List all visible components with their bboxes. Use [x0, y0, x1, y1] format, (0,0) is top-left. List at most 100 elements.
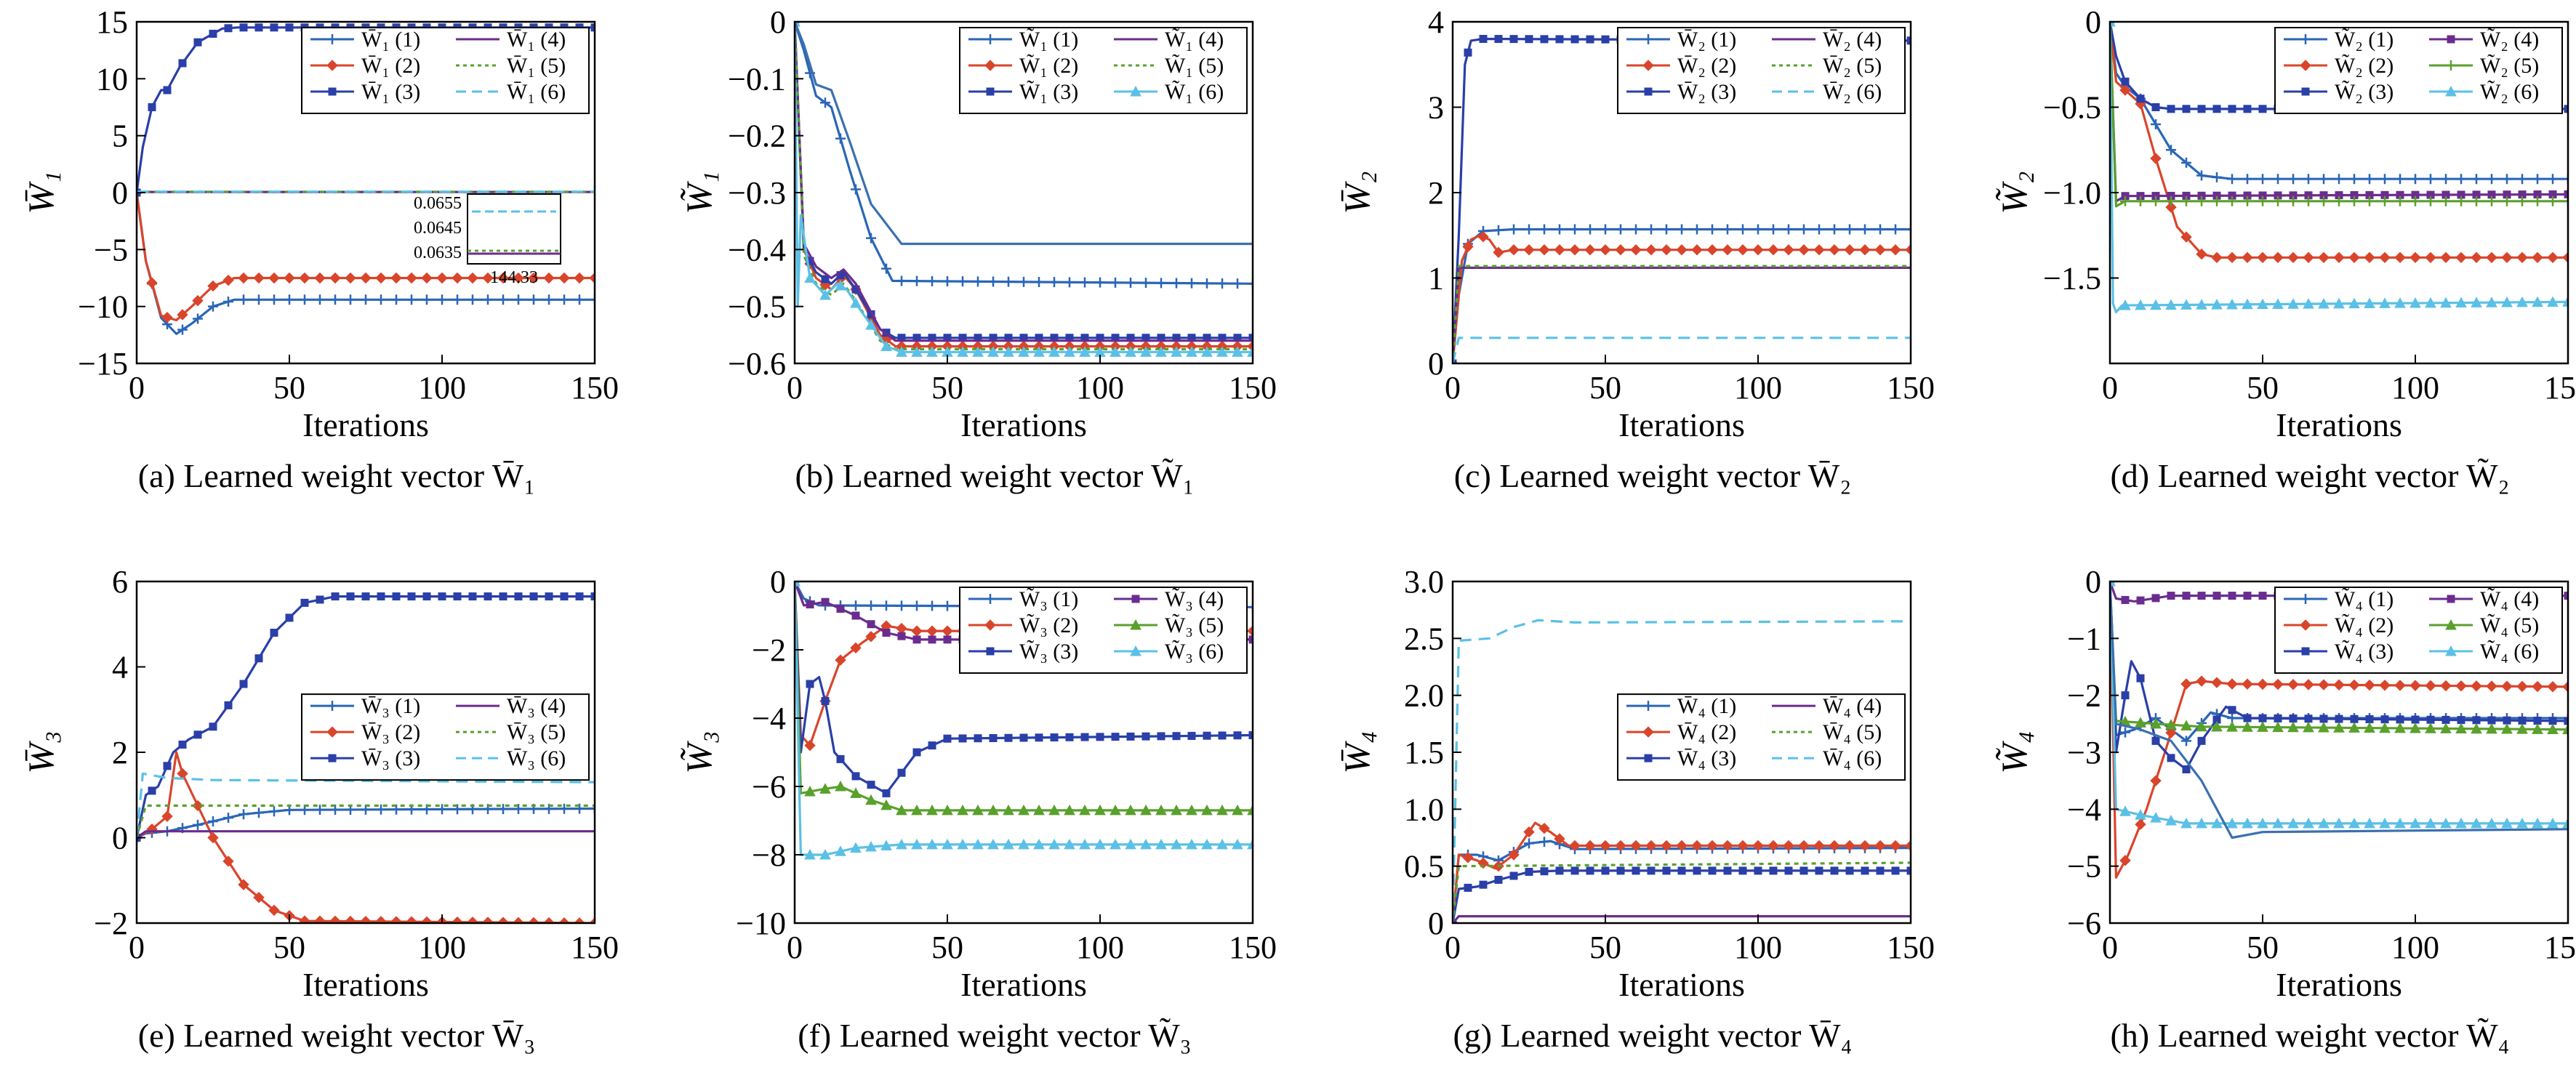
legend-marker — [2300, 594, 2311, 604]
x-tick-label: 0 — [129, 930, 145, 965]
series-marker-c-2 — [1829, 244, 1840, 256]
series-marker-d-6 — [2272, 298, 2284, 309]
series-marker-h-2 — [2486, 680, 2497, 692]
series-marker-a-2 — [589, 272, 595, 284]
series-marker-h-3 — [2289, 714, 2298, 723]
series-marker-f-3 — [1248, 731, 1253, 739]
y-axis-label: W̃₄ — [1994, 730, 2034, 773]
series-marker-c-2 — [1768, 244, 1779, 256]
legend-marker — [2445, 645, 2457, 656]
y-tick-label: −2 — [94, 906, 128, 941]
series-marker-d-2 — [2486, 251, 2497, 264]
panel-caption: (a) Learned weight vector W̄₁ — [138, 457, 535, 494]
series-marker-g-3 — [1494, 875, 1503, 884]
series-marker-g-3 — [1509, 871, 1518, 880]
series-marker-f-3 — [958, 734, 967, 743]
series-marker-h-5 — [2180, 720, 2192, 730]
series-marker-h-3 — [2487, 716, 2496, 725]
chart-panel-c: 0 50 100 150 4 3 2 1 0 Iterations W̄₂ (c) Learned w… — [1336, 4, 1935, 494]
series-marker-f-5 — [1064, 804, 1075, 816]
series-marker-b-6 — [926, 346, 938, 357]
panel-caption: (e) Learned weight vector W̄₃ — [138, 1017, 535, 1054]
series-marker-f-4 — [912, 635, 921, 644]
series-marker-f-5 — [1186, 804, 1197, 816]
series-marker-a-2 — [467, 272, 478, 284]
series-marker-c-1 — [1524, 224, 1534, 235]
x-tick-label: 100 — [2391, 930, 2439, 965]
series-marker-f-6 — [1033, 838, 1045, 850]
series-marker-f-4 — [1248, 635, 1253, 644]
series-marker-e-1 — [330, 805, 340, 816]
series-marker-g-2 — [1783, 840, 1794, 852]
series-marker-a-1 — [208, 301, 218, 312]
series-marker-e-3 — [453, 592, 462, 601]
series-marker-h-6 — [2196, 817, 2207, 829]
legend-label: W̃₃ (1) — [1019, 587, 1078, 611]
series-marker-b-6 — [987, 346, 999, 357]
series-marker-d-6 — [2471, 297, 2482, 307]
series-marker-f-6 — [911, 838, 923, 850]
series-marker-f-3 — [1096, 733, 1104, 741]
series-marker-d-6 — [2333, 297, 2345, 309]
panel-caption: (h) Learned weight vector W̃₄ — [2110, 1017, 2509, 1054]
y-tick-label: −4 — [2067, 792, 2101, 827]
series-marker-b-1 — [1110, 277, 1120, 288]
series-marker-h-5 — [2547, 723, 2559, 734]
y-tick-label: 1.5 — [1404, 735, 1444, 770]
series-marker-e-1 — [238, 809, 249, 820]
series-marker-f-3 — [1172, 732, 1181, 741]
series-marker-h-4 — [2258, 592, 2267, 600]
series-marker-b-1 — [1202, 278, 1212, 289]
series-marker-h-5 — [2455, 722, 2467, 734]
series-marker-c-2 — [1798, 244, 1810, 256]
series-marker-f-6 — [1155, 838, 1167, 850]
series-marker-b-1 — [1126, 278, 1136, 289]
series-marker-a-2 — [329, 272, 341, 284]
series-marker-g-2 — [1661, 840, 1672, 852]
series-marker-f-3 — [1035, 733, 1043, 742]
series-marker-c-1 — [1585, 224, 1595, 235]
series-marker-g-2 — [1768, 840, 1779, 852]
series-line-g-5 — [1453, 861, 1911, 923]
series-marker-c-1 — [1722, 224, 1733, 235]
series-marker-h-5 — [2226, 721, 2238, 732]
series-marker-h-1 — [2181, 736, 2191, 746]
series-marker-f-2 — [896, 622, 907, 635]
series-marker-h-2 — [2287, 679, 2299, 691]
series-marker-a-2 — [192, 294, 204, 307]
series-line-d-5 — [2110, 22, 2568, 208]
series-marker-c-2 — [1554, 244, 1565, 256]
series-marker-h-5 — [2272, 721, 2284, 733]
series-marker-d-6 — [2150, 299, 2162, 310]
legend-marker — [986, 647, 995, 656]
series-marker-f-5 — [957, 804, 968, 816]
legend-label: W̄₃ (6) — [507, 746, 566, 770]
series-marker-g-2 — [1645, 840, 1657, 852]
series-marker-g-3 — [1891, 866, 1900, 875]
series-marker-e-2 — [574, 917, 585, 923]
series-marker-a-1 — [223, 296, 233, 307]
series-marker-b-6 — [1079, 346, 1091, 357]
series-marker-b-6 — [1110, 346, 1121, 357]
series-marker-f-5 — [1033, 804, 1045, 816]
series-marker-g-3 — [1662, 866, 1671, 875]
y-tick-label: 0 — [2085, 564, 2101, 600]
series-marker-h-2 — [2532, 680, 2543, 693]
y-tick-label: −2 — [2067, 678, 2101, 714]
series-marker-h-3 — [2274, 714, 2282, 722]
series-marker-f-3 — [1080, 733, 1089, 741]
series-marker-e-3 — [468, 592, 477, 601]
legend-label: W̄₁ (6) — [507, 80, 566, 104]
series-marker-d-5 — [2410, 196, 2420, 206]
series-marker-d-2 — [2333, 251, 2345, 264]
x-tick-label: 150 — [1887, 370, 1935, 406]
series-marker-e-2 — [543, 917, 555, 923]
chart-panel-a: 0 50 100 150151050−5−10−15IterationsW̄₁(a) … — [20, 4, 619, 494]
series-marker-h-6 — [2135, 809, 2146, 820]
series-marker-d-1 — [2532, 174, 2543, 185]
series-marker-h-5 — [2211, 720, 2223, 732]
series-marker-a-2 — [574, 272, 585, 284]
legend-label: W̄₄ (4) — [1823, 694, 1882, 718]
series-marker-e-2 — [299, 915, 310, 923]
series-marker-f-2 — [865, 631, 877, 643]
